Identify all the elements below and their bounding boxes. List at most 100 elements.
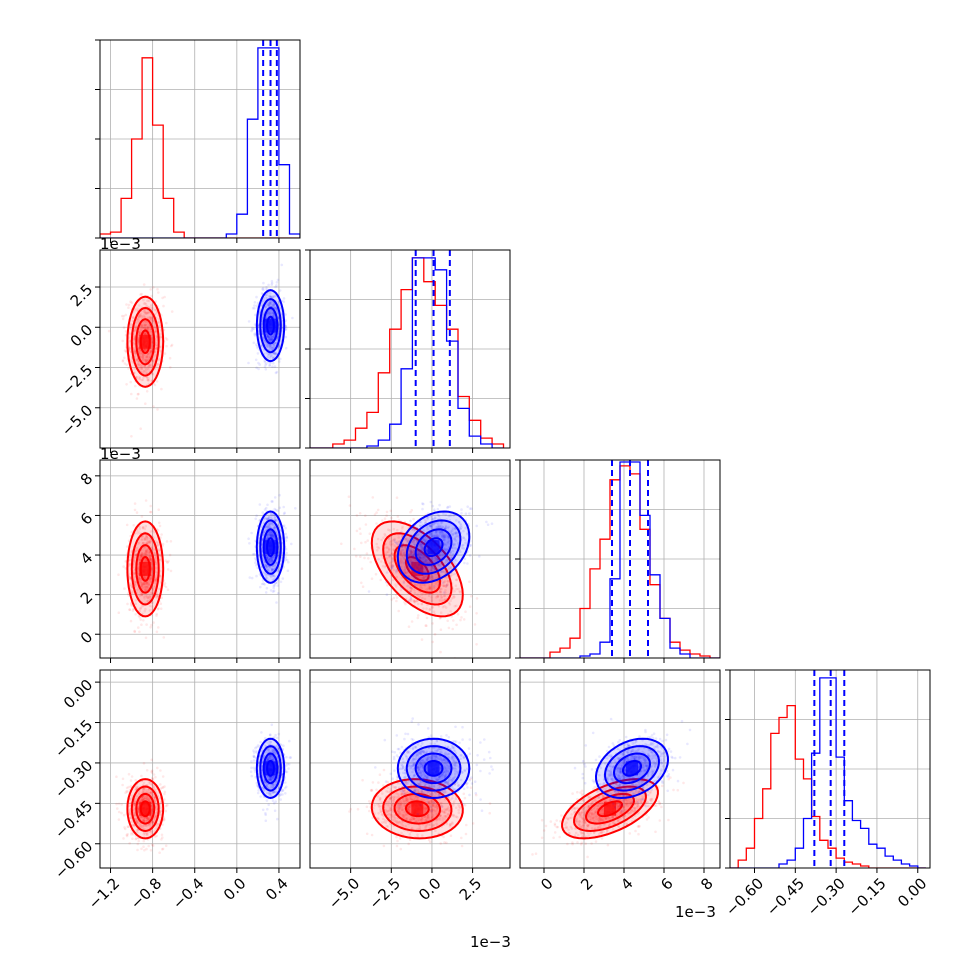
scatter-point — [149, 288, 152, 291]
scatter-point — [264, 368, 268, 371]
scatter-point — [130, 831, 133, 835]
scatter-point — [130, 301, 134, 305]
scatter-point — [475, 524, 479, 528]
scatter-point — [268, 346, 272, 349]
scatter-point — [133, 571, 136, 575]
scatter-point — [444, 524, 448, 528]
scatter-point — [464, 541, 467, 544]
scatter-point — [144, 524, 148, 528]
scatter-point — [261, 287, 264, 291]
scatter-point — [149, 782, 152, 786]
scatter-point — [144, 819, 147, 823]
scatter-point — [146, 788, 150, 792]
scatter-point — [117, 818, 121, 821]
scatter-point — [270, 337, 273, 341]
scatter-point — [422, 607, 425, 610]
scatter-point — [142, 582, 146, 585]
scatter-point — [407, 554, 411, 557]
scatter-point — [421, 507, 424, 511]
scatter-point — [150, 830, 153, 833]
scatter-point — [449, 556, 453, 560]
scatter-point — [145, 581, 149, 585]
scatter-point — [420, 553, 423, 556]
scatter-point — [145, 586, 148, 589]
scatter-point — [433, 568, 437, 571]
scatter-point — [409, 599, 413, 603]
scatter-point — [261, 301, 265, 304]
scatter-point — [411, 555, 414, 559]
contour-line — [382, 532, 453, 606]
scatter-point — [142, 781, 146, 785]
scatter-point — [443, 535, 446, 538]
scatter-point — [399, 558, 403, 561]
scatter-point — [393, 538, 396, 542]
scatter-point — [423, 560, 427, 563]
scatter-point — [409, 510, 412, 514]
scatter-point — [269, 295, 272, 299]
scatter-point — [150, 783, 154, 787]
scatter-point — [137, 541, 141, 544]
scatter-point — [449, 599, 453, 602]
scatter-point — [147, 540, 151, 544]
scatter-point — [140, 585, 143, 588]
scatter-point — [127, 306, 130, 310]
scatter-point — [256, 301, 260, 305]
scatter-point — [442, 535, 446, 538]
scatter-point — [268, 363, 272, 367]
scatter-point — [274, 306, 277, 310]
scatter-point — [294, 507, 297, 510]
scatter-point — [439, 524, 443, 527]
scatter-point — [150, 769, 154, 772]
scatter-point — [386, 546, 389, 549]
scatter-point — [445, 560, 448, 563]
scatter-point — [417, 563, 421, 567]
scatter-point — [144, 312, 148, 316]
scatter-point — [440, 595, 444, 599]
scatter-point — [143, 588, 147, 592]
scatter-point — [414, 578, 418, 581]
scatter-point — [143, 527, 147, 531]
scatter-point — [132, 607, 135, 611]
scatter-point — [275, 370, 279, 374]
scatter-point — [436, 595, 440, 599]
scatter-point — [268, 364, 271, 368]
scatter-point — [153, 835, 157, 838]
scatter-point — [139, 553, 143, 557]
scatter-point — [140, 324, 144, 328]
scatter-point — [156, 529, 160, 532]
scatter-point — [139, 427, 142, 431]
scatter-point — [417, 533, 420, 536]
scatter-point — [416, 593, 419, 596]
scatter-point — [459, 522, 462, 526]
scatter-point — [140, 366, 143, 369]
scatter-point — [450, 597, 454, 600]
scatter-point — [145, 535, 149, 538]
scatter-point — [398, 532, 402, 536]
scatter-point — [281, 577, 285, 580]
scatter-point — [270, 512, 273, 516]
scatter-point — [155, 380, 159, 383]
scatter-point — [437, 522, 440, 526]
peak-cell — [139, 334, 152, 349]
contour-line — [262, 528, 279, 566]
scatter-point — [409, 589, 413, 593]
scatter-point — [145, 368, 148, 372]
scatter-point — [157, 291, 160, 294]
scatter-point — [268, 344, 272, 347]
scatter-point — [140, 324, 143, 328]
scatter-point — [401, 543, 404, 546]
scatter-point — [431, 577, 435, 581]
scatter-point — [431, 640, 435, 644]
scatter-point — [453, 537, 456, 540]
scatter-point — [383, 565, 387, 569]
scatter-point — [146, 600, 149, 603]
scatter-point — [451, 529, 454, 532]
scatter-point — [268, 533, 271, 537]
scatter-point — [124, 560, 127, 563]
scatter-point — [257, 367, 260, 371]
scatter-point — [268, 523, 272, 527]
scatter-point — [430, 524, 433, 528]
scatter-point — [433, 517, 437, 520]
scatter-point — [368, 532, 372, 535]
scatter-point — [408, 556, 411, 559]
